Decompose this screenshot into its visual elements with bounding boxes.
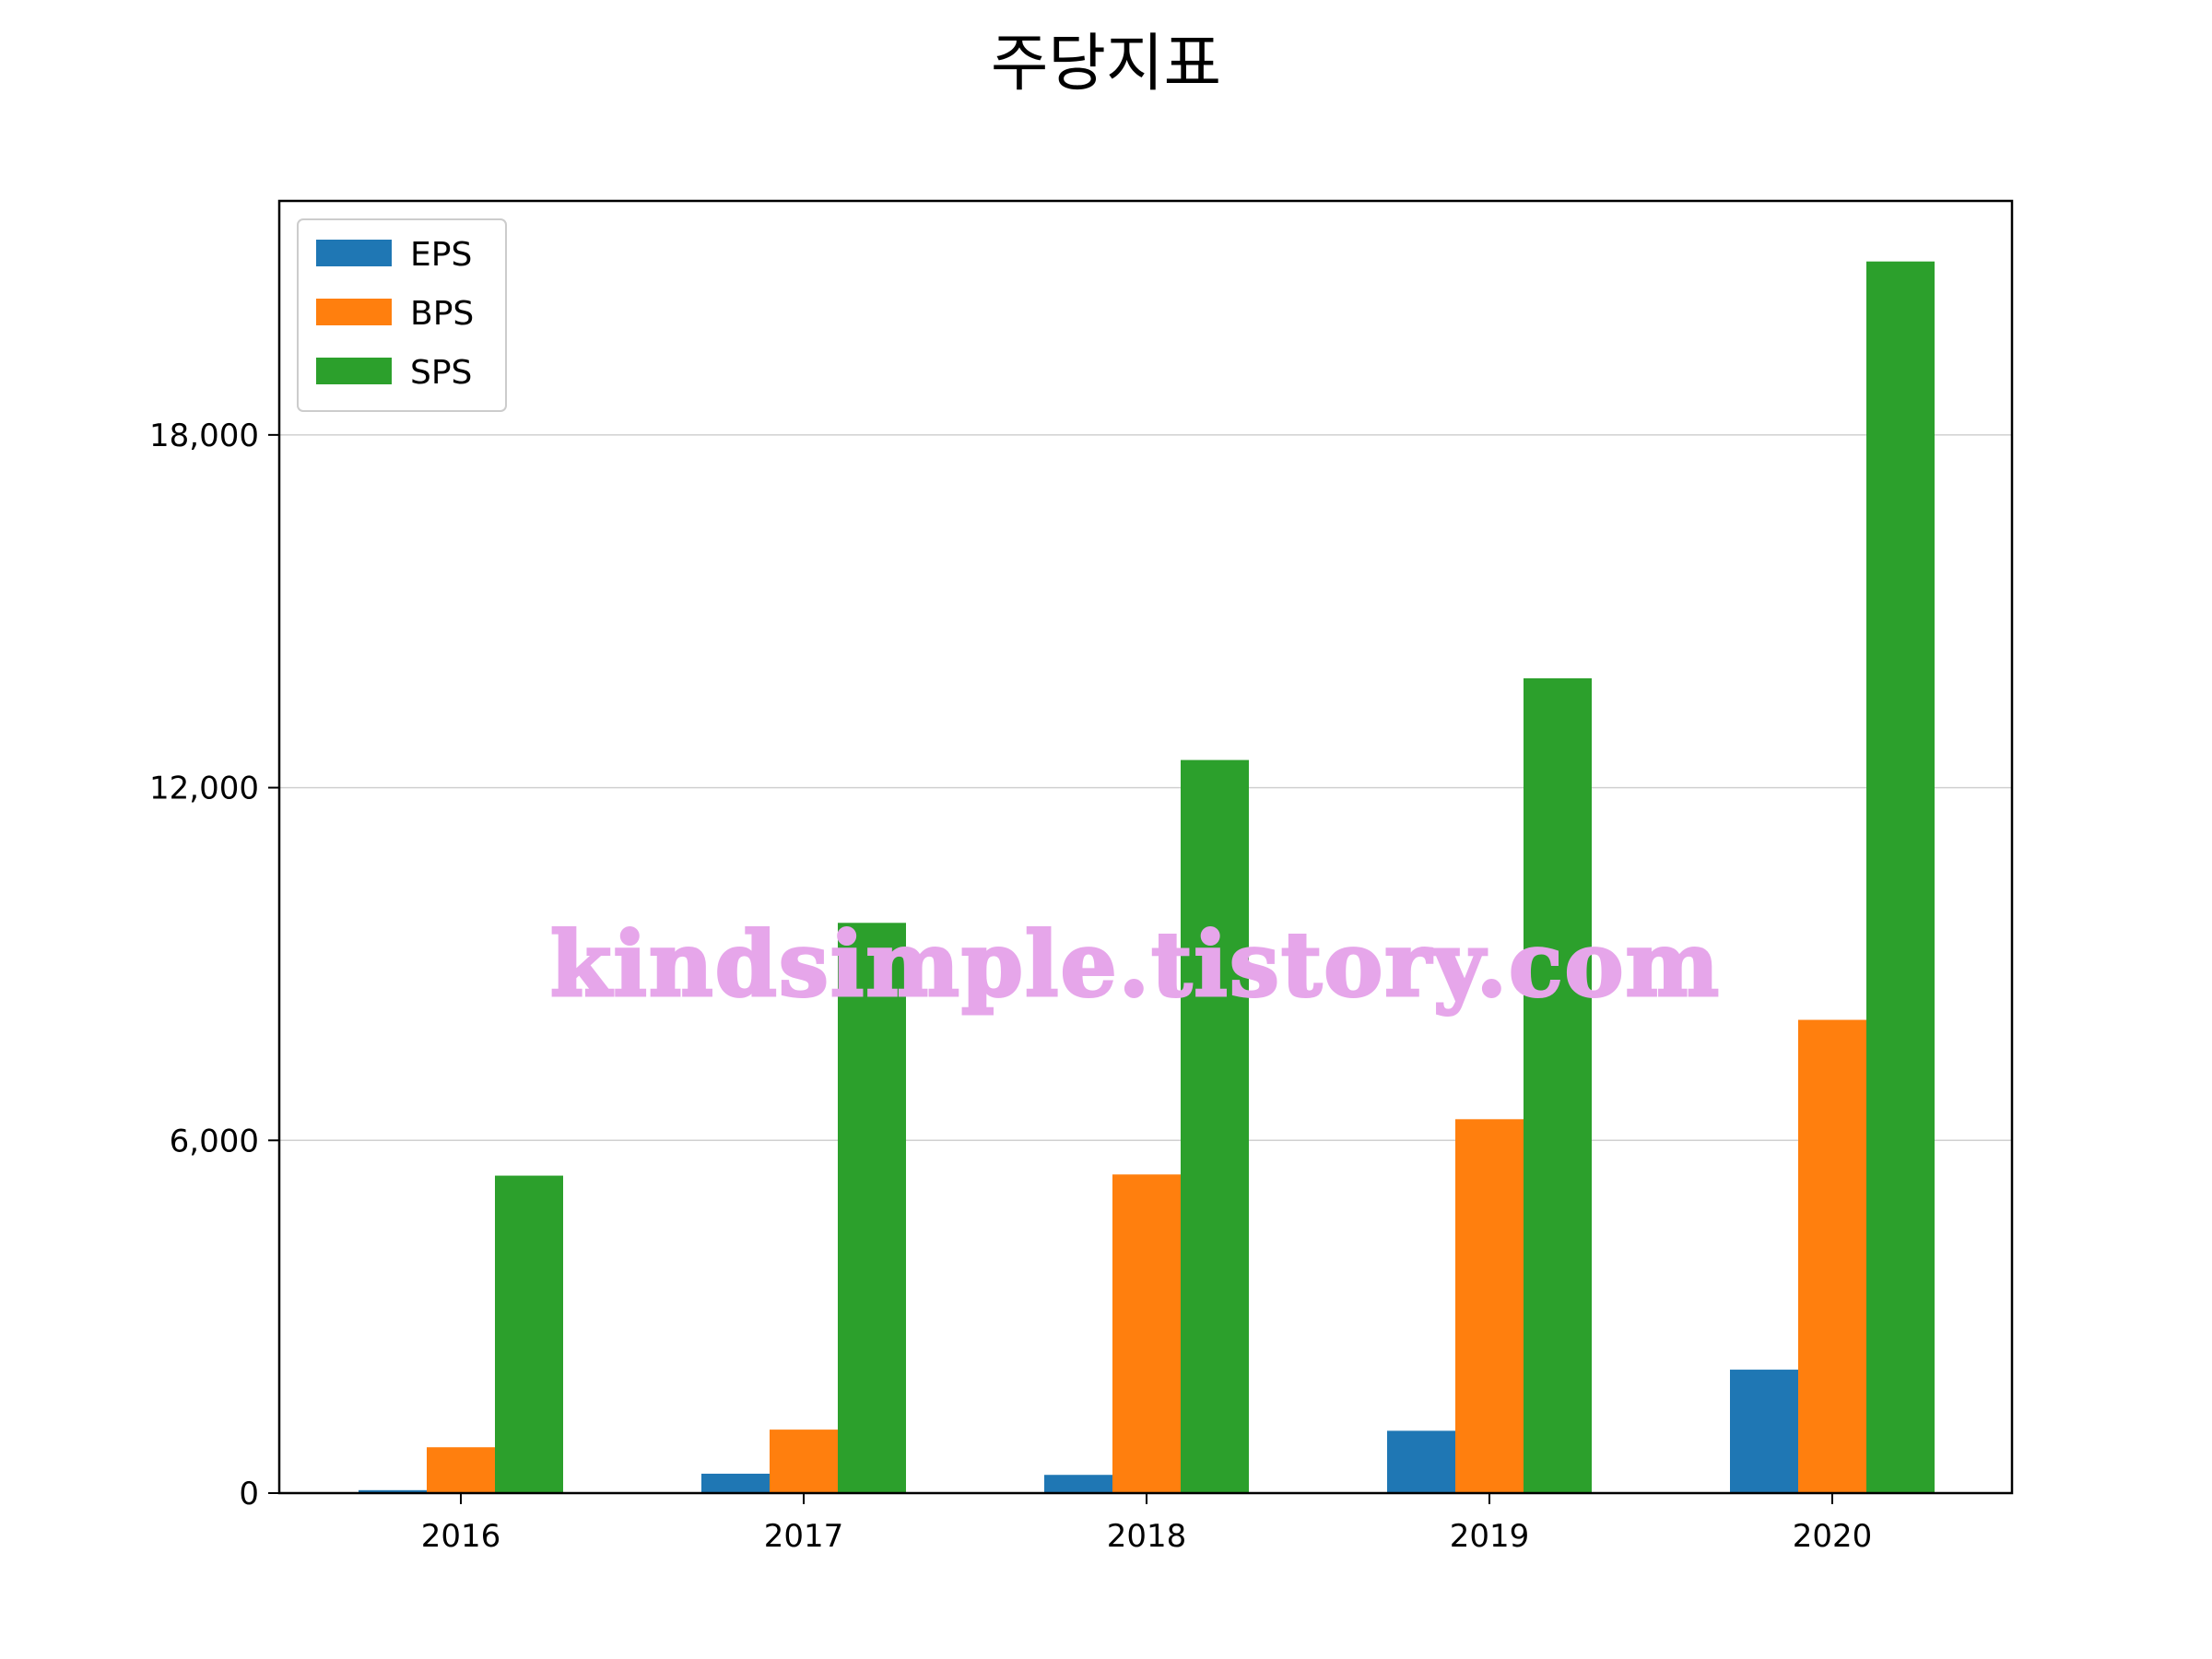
bar-sps-2019 [1524,677,1592,1493]
bar-bps-2017 [770,1430,838,1493]
bar-bps-2019 [1455,1119,1524,1493]
watermark: kindsimple.tistory.com [548,912,1721,1018]
bar-eps-2018 [1044,1475,1112,1493]
legend-swatch-bps [316,299,392,325]
y-tick-label: 6,000 [170,1123,259,1159]
legend-label-sps: SPS [410,354,472,392]
bar-bps-2018 [1112,1174,1181,1493]
bar-sps-2018 [1181,759,1249,1493]
legend-swatch-eps [316,240,392,266]
bar-bps-2016 [427,1447,495,1493]
chart-title: 주당지표 [991,28,1221,100]
bar-eps-2020 [1730,1370,1798,1493]
bar-eps-2016 [359,1489,427,1493]
watermark-text: kindsimple.tistory.com [550,912,1721,1017]
x-tick-label: 2018 [1107,1518,1187,1555]
bar-sps-2016 [495,1175,563,1493]
x-tick-label: 2019 [1450,1518,1530,1555]
axes: 0 6,000 12,000 18,000 2016 2017 2018 2019 2020 [149,199,2014,1555]
legend-label-bps: BPS [410,295,474,333]
x-tick-label: 2016 [421,1518,501,1555]
legend-label-eps: EPS [410,236,472,274]
x-tick-label: 2020 [1793,1518,1873,1555]
bar-eps-2019 [1387,1430,1455,1493]
y-tick-label: 18,000 [149,418,259,454]
bar-sps-2017 [838,923,906,1493]
bar-eps-2017 [701,1473,770,1493]
bar-bps-2020 [1798,1019,1866,1493]
x-tick-label: 2017 [764,1518,844,1555]
y-tick-label: 0 [239,1476,259,1512]
legend-swatch-sps [316,358,392,384]
bars [359,261,1935,1493]
legend: EPS BPS SPS [297,218,507,412]
y-tick-label: 12,000 [149,771,259,807]
gridlines [279,434,2012,1142]
bar-sps-2020 [1866,261,1935,1493]
